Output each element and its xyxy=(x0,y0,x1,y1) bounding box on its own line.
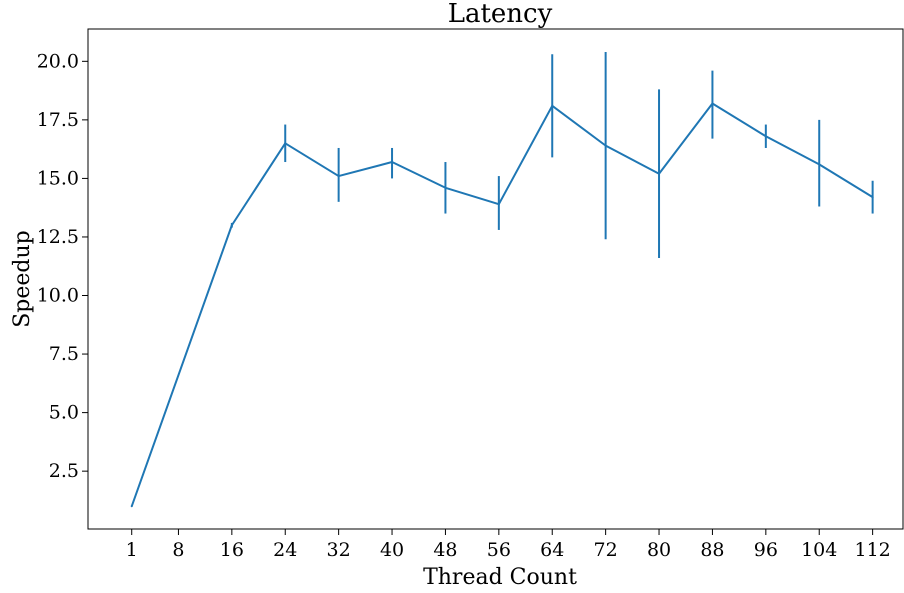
data-point xyxy=(230,224,233,227)
x-tick-label: 104 xyxy=(801,539,837,561)
x-axis-label: Thread Count xyxy=(423,565,577,590)
plot-frame xyxy=(87,28,904,530)
y-tick-label: 12.5 xyxy=(37,226,79,248)
data-point xyxy=(337,175,340,178)
y-tick-label: 20.0 xyxy=(37,50,79,72)
data-point xyxy=(130,505,133,508)
y-tick-label: 2.5 xyxy=(49,460,79,482)
x-tick-label: 88 xyxy=(700,539,724,561)
x-tick-label: 112 xyxy=(854,539,890,561)
y-tick-label: 7.5 xyxy=(49,343,79,365)
axes-frame xyxy=(87,28,904,530)
x-tick-label: 64 xyxy=(540,539,564,561)
data-point xyxy=(284,142,287,145)
chart-title: Latency xyxy=(448,0,553,29)
y-axis: 2.5 5.0 7.5 10.0 12.5 15.0 17.5 20.0 xyxy=(37,50,88,482)
data-point xyxy=(764,135,767,138)
x-axis: 1 8 16 24 32 40 48 56 64 72 80 88 96 104 112 xyxy=(126,529,891,561)
data-point xyxy=(658,172,661,175)
data-point xyxy=(497,203,500,206)
y-tick-label: 17.5 xyxy=(37,109,79,131)
x-tick-label: 16 xyxy=(220,539,244,561)
data-point xyxy=(604,144,607,147)
data-point xyxy=(551,104,554,107)
x-tick-label: 56 xyxy=(487,539,511,561)
x-tick-label: 48 xyxy=(433,539,457,561)
y-tick-label: 5.0 xyxy=(49,402,79,424)
y-tick-label: 15.0 xyxy=(37,167,79,189)
error-bars xyxy=(230,51,874,259)
x-tick-label: 96 xyxy=(754,539,778,561)
x-tick-label: 80 xyxy=(647,539,671,561)
data-point xyxy=(818,163,821,166)
x-tick-label: 24 xyxy=(273,539,297,561)
series-line xyxy=(130,102,874,507)
data-point xyxy=(711,102,714,105)
data-point xyxy=(444,186,447,189)
data-point xyxy=(391,161,394,164)
x-tick-label: 8 xyxy=(172,539,184,561)
x-tick-label: 72 xyxy=(594,539,618,561)
data-point xyxy=(871,196,874,199)
x-tick-label: 1 xyxy=(126,539,138,561)
series-lines xyxy=(130,102,874,508)
x-tick-label: 40 xyxy=(380,539,404,561)
y-axis-label: Speedup xyxy=(10,230,35,328)
x-tick-label: 32 xyxy=(327,539,351,561)
y-tick-label: 10.0 xyxy=(37,285,79,307)
